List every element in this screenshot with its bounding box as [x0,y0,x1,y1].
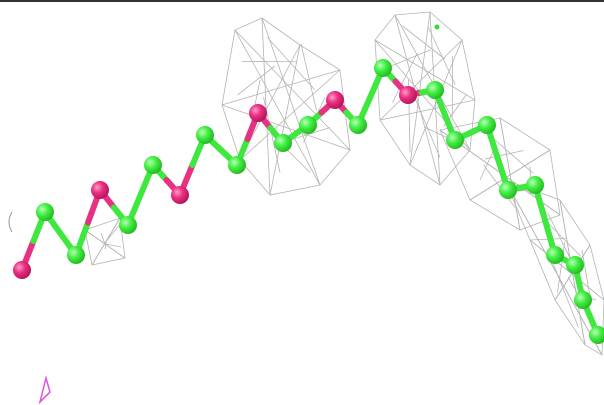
atom [274,134,292,152]
atom [299,116,317,134]
mesh-line [529,239,604,301]
mesh-line [544,219,581,257]
mesh-line [234,29,351,151]
mesh-line [409,11,431,166]
atom [144,156,162,174]
atom [171,186,189,204]
atom [566,256,584,274]
atom [399,86,417,104]
mesh-line [581,249,590,294]
atom [426,81,444,99]
mesh-line [267,37,316,91]
mesh-line [402,25,445,60]
mesh-line [261,17,321,186]
stray-atom [434,24,440,30]
atom [326,91,344,109]
mesh-line [557,242,566,293]
mesh-line [379,39,463,121]
atom [499,181,517,199]
atom [67,246,85,264]
mesh-line [379,99,476,121]
mesh-line [239,44,301,161]
mesh-line [104,241,107,250]
atom [478,116,496,134]
mesh-line [234,29,321,186]
atom [196,126,214,144]
mesh-line [300,43,317,111]
atom [91,181,109,199]
mesh-line [469,149,551,201]
mesh-line [239,69,341,161]
mesh-line [392,53,418,103]
atoms [13,59,604,344]
atom [446,131,464,149]
mesh-line [261,17,271,196]
mesh-line [374,39,476,101]
atom [36,203,54,221]
mesh-line [100,232,106,245]
atom [589,326,604,344]
mesh-fragment [8,211,13,233]
mesh-line [221,69,341,106]
atom [526,176,544,194]
atom [546,246,564,264]
mesh-outline [84,217,126,266]
axis-marker [38,375,51,405]
atom [349,116,367,134]
mesh-line [499,117,521,231]
atom [249,104,267,122]
mesh-line [484,150,524,160]
mesh-line [413,94,441,158]
mesh-line [104,243,122,248]
atom [228,156,246,174]
mesh-line [221,104,351,151]
atom [374,59,392,77]
atom [13,261,31,279]
mesh-line [237,65,275,96]
mesh-outline [374,11,476,186]
mesh-line [394,14,441,186]
atom [574,291,592,309]
mesh-line [105,225,120,242]
mesh-line [483,164,516,208]
mesh-line [504,179,603,356]
mesh-line [409,39,463,166]
mesh-line [494,139,534,174]
mesh-line [387,49,431,68]
atom [119,216,137,234]
mesh-line [428,27,456,85]
